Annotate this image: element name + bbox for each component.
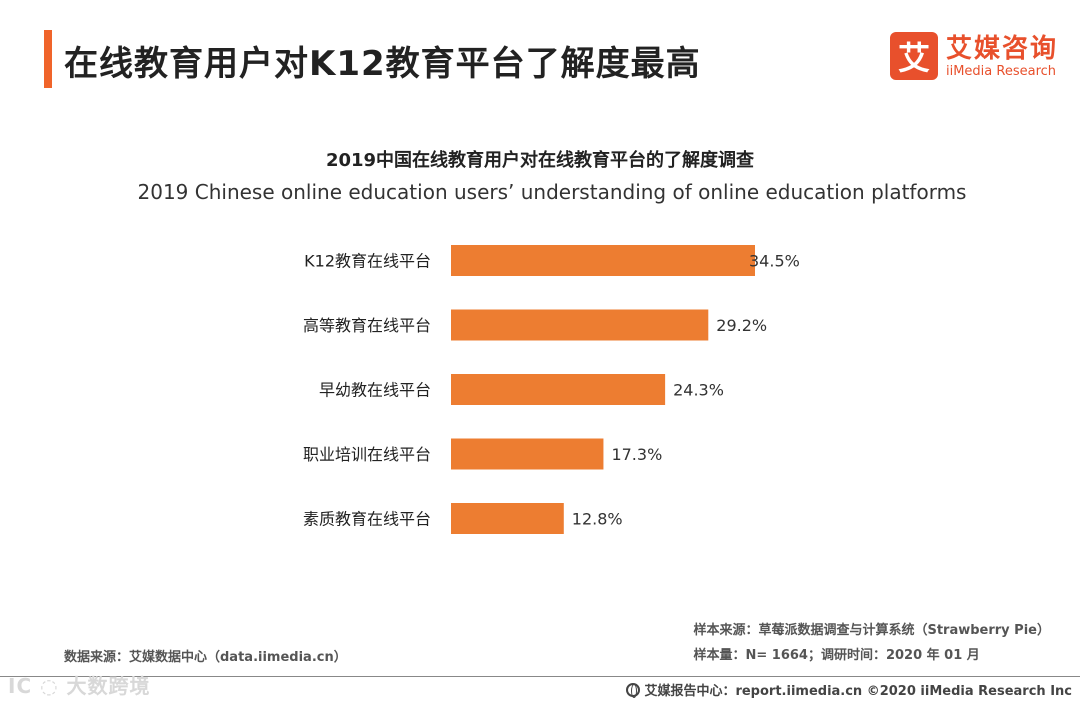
site-credit-text: 艾媒报告中心：report.iimedia.cn ©2020 iiMedia R… — [644, 684, 1072, 699]
bar — [451, 245, 755, 276]
bar — [451, 438, 604, 470]
sample-notes: 样本来源：草莓派数据调查与计算系统（Strawberry Pie） 样本量：N=… — [693, 618, 1050, 668]
footer-site-credit: 艾媒报告中心：report.iimedia.cn ©2020 iiMedia R… — [626, 680, 1072, 699]
logo-english-text: iiMedia Research — [945, 63, 1057, 79]
watermark: IC ◌ 大数跨境 — [8, 674, 151, 698]
logo-mark-icon: 艾 — [889, 32, 938, 80]
value-label: 24.3% — [673, 381, 724, 400]
category-label: K12教育在线平台 — [304, 252, 431, 271]
value-label: 12.8% — [572, 510, 623, 529]
bar — [451, 503, 564, 534]
bar — [451, 374, 666, 405]
category-label: 职业培训在线平台 — [303, 445, 431, 464]
page-title: 在线教育用户对K12教育平台了解度最高 — [64, 44, 701, 84]
value-label: 29.2% — [716, 316, 767, 335]
brand-logo: 艾 艾媒咨询 iiMedia Research — [889, 30, 1058, 82]
globe-icon — [626, 682, 641, 698]
title-accent-bar — [44, 30, 52, 88]
footer-divider — [0, 676, 1080, 677]
chart-title: 2019中国在线教育用户对在线教育平台的了解度调查 — [325, 150, 755, 171]
bar — [451, 309, 709, 341]
category-label: 高等教育在线平台 — [303, 316, 431, 335]
chart-subtitle: 2019 Chinese online education users’ und… — [137, 180, 967, 204]
sample-info-note: 样本量：N= 1664；调研时间：2020 年 01 月 — [693, 648, 980, 663]
sample-source-note: 样本来源：草莓派数据调查与计算系统（Strawberry Pie） — [693, 623, 1050, 638]
data-source-note: 数据来源：艾媒数据中心（data.iimedia.cn） — [64, 650, 347, 665]
value-label: 34.5% — [749, 252, 800, 271]
value-label: 17.3% — [611, 445, 662, 464]
category-label: 素质教育在线平台 — [303, 510, 431, 529]
category-label: 早幼教在线平台 — [319, 381, 431, 400]
logo-chinese-text: 艾媒咨询 — [945, 33, 1058, 64]
